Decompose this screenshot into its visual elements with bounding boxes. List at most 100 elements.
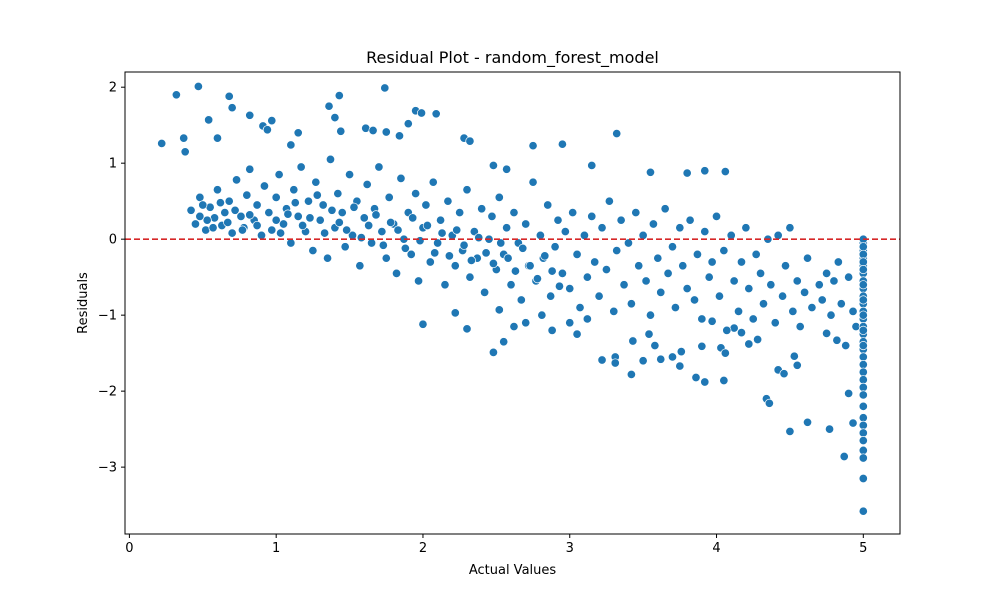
scatter-point [227,103,237,113]
scatter-point [477,204,487,214]
scatter-point [682,168,692,178]
scatter-point [333,189,343,199]
scatter-point [224,196,234,206]
scatter-point [195,192,205,202]
scatter-point [645,167,656,177]
scatter-point [656,354,666,364]
scatter-point [631,208,641,218]
scatter-point [670,303,680,313]
scatter-point [744,339,754,349]
scatter-point [502,164,512,174]
scatter-point [276,228,286,238]
scatter-point [252,220,262,231]
scatter-point [609,306,619,316]
scatter-point [733,306,744,316]
scatter-point [444,251,454,261]
scatter-point [858,420,868,430]
scatter-point [667,242,678,252]
scatter-point [575,303,585,313]
scatter-point [722,325,732,335]
scatter-point [245,164,255,174]
scatter-point [443,196,453,206]
scatter-point [381,127,391,137]
scatter-point [858,435,868,446]
scatter-point [157,138,167,148]
scatter-point [553,215,563,225]
scatter-point [692,249,702,259]
scatter-point [756,268,766,278]
scatter-point [195,211,205,221]
scatter-point [516,295,526,305]
scatter-point [626,369,636,379]
scatter-point [298,220,308,231]
scatter-point [320,228,330,238]
scatter-point [641,276,651,286]
scatter-point [499,337,509,347]
scatter-point [380,83,390,93]
scatter-point [252,200,262,210]
scatter-point [510,266,520,276]
scatter-point [612,129,622,139]
scatter-point [822,328,832,338]
scatter-point [700,377,710,387]
scatter-point [509,208,519,218]
scatter-point [720,348,730,358]
scatter-point [858,340,868,351]
scatter-point [858,280,868,290]
scatter-point [650,340,660,351]
scatter-point [359,213,369,223]
scatter-point [488,347,498,357]
scatter-point [568,208,578,218]
scatter-point [259,181,269,191]
scatter-point [833,257,843,267]
scatter-point [704,272,714,282]
scatter-point [356,233,366,243]
scatter-point [726,230,736,240]
scatter-point [565,318,575,328]
scatter-point [858,359,868,370]
scatter-point [336,126,346,136]
scatter-point [474,233,484,243]
scatter-point [462,185,472,195]
scatter-point [220,208,230,218]
scatter-point [212,133,223,143]
scatter-point [506,280,516,290]
scatter-point [315,215,325,225]
scatter-point [480,287,490,297]
scatter-point [408,213,418,223]
scatter-point [612,246,622,256]
x-tick-label: 1 [272,541,280,556]
scatter-point [406,249,416,259]
scatter-point [858,401,868,411]
scatter-point [814,280,824,290]
scatter-point [502,223,512,233]
scatter-point [638,230,648,240]
scatter-point [858,506,868,516]
scatter-point [554,281,565,291]
scatter-point [858,375,868,385]
scatter-point [788,306,798,316]
scatter-point [227,228,237,238]
scatter-point [648,219,658,229]
scatter-point [858,382,868,392]
scatter-point [267,116,277,126]
scatter-point [663,268,673,278]
x-axis-label: Actual Values [469,563,557,578]
scatter-point [318,200,328,210]
scatter-point [494,305,504,315]
scatter-point [773,230,783,240]
scatter-point [256,230,267,240]
scatter-point [431,109,441,119]
scatter-point [415,236,425,246]
scatter-point [290,198,300,208]
scatter-point [180,147,190,157]
scatter-point [521,219,531,229]
scatter-point [590,257,600,267]
scatter-point [667,352,678,362]
scatter-point [386,217,396,227]
scatter-point [374,162,384,172]
scatter-point [525,261,535,271]
scatter-point [368,125,378,136]
scatter-point [753,334,763,345]
